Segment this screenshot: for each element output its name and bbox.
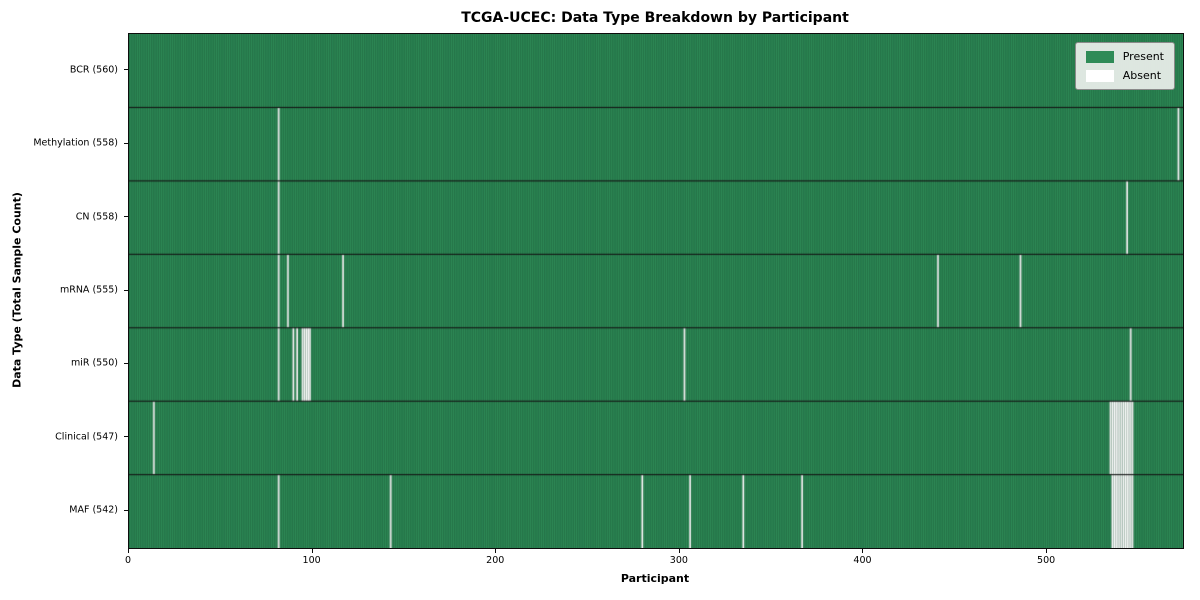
y-tick-mark [124,362,128,364]
y-tick-mark [124,436,128,438]
x-tick-label-200: 200 [486,555,505,566]
x-axis-title: Participant [620,572,690,585]
y-tick-label-cn: CN (558) [75,211,118,223]
y-tick-mark [124,142,128,144]
y-tick-label-clinical: Clinical (547) [55,431,118,443]
x-tick-mark [678,549,680,553]
legend: Present Absent [1074,42,1175,90]
plot-area: Present Absent [128,33,1184,549]
legend-entry-absent: Absent [1085,69,1164,82]
y-tick-mark [124,289,128,291]
y-tick-mark [124,216,128,218]
y-tick-label-methylation: Methylation (558) [33,137,118,149]
y-tick-label-maf: MAF (542) [69,504,118,516]
legend-absent-swatch [1085,69,1114,82]
x-tick-mark [311,549,313,553]
x-tick-mark [495,549,497,553]
y-tick-label-mir: miR (550) [70,357,118,369]
x-tick-mark [1046,549,1048,553]
x-tick-mark [128,549,129,553]
x-tick-label-300: 300 [669,555,688,566]
legend-present-swatch [1085,50,1114,63]
heatmap-canvas [129,34,1183,548]
x-tick-mark [862,549,864,553]
y-tick-mark [124,509,128,511]
legend-present-label: Present [1122,50,1164,63]
x-tick-label-400: 400 [853,555,872,566]
x-tick-label-500: 500 [1037,555,1056,566]
y-tick-label-mrna: mRNA (555) [59,284,118,296]
legend-absent-label: Absent [1122,69,1162,82]
y-tick-mark [124,69,128,71]
chart-title: TCGA-UCEC: Data Type Breakdown by Partic… [461,10,849,26]
x-axis: 0 100 200 300 400 500 [124,549,1182,571]
x-tick-label-100: 100 [302,555,321,566]
x-tick-label-0: 0 [124,555,132,566]
legend-entry-present: Present [1085,50,1164,63]
y-tick-label-bcr: BCR (560) [69,64,118,76]
y-axis: BCR (560) Methylation (558) CN (558) mRNA (… [0,33,128,547]
